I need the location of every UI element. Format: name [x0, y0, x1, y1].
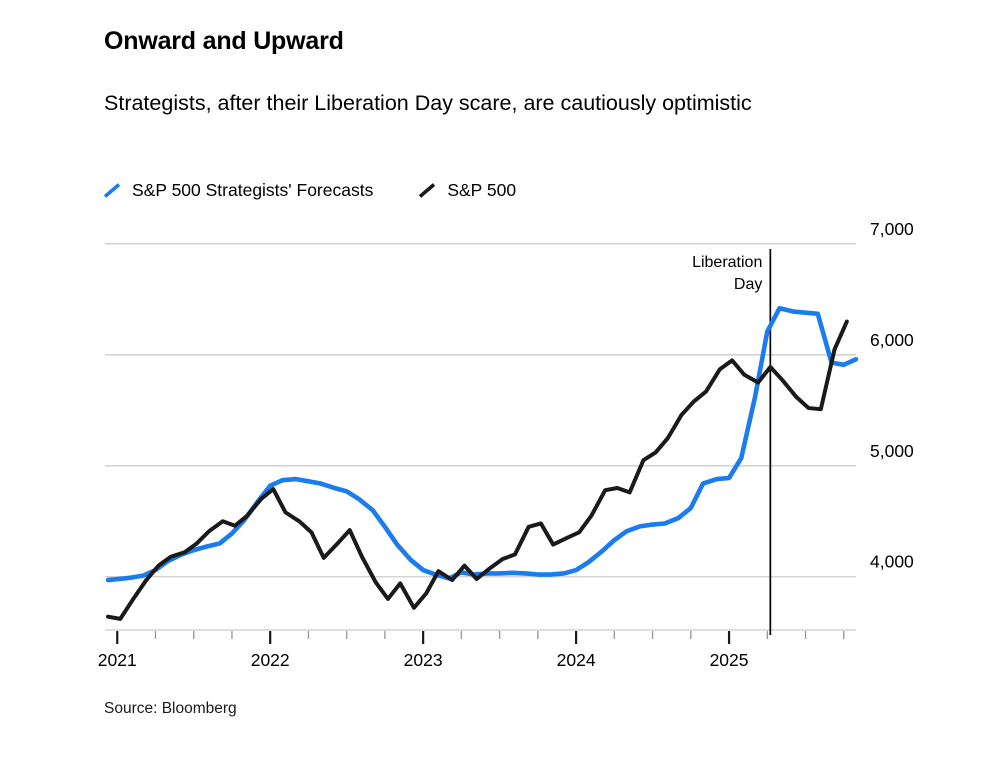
legend-item-index[interactable]: S&P 500: [417, 180, 516, 201]
annotation-label: Day: [734, 276, 762, 293]
slash-marker-icon: [417, 182, 438, 199]
series-line-forecast: [105, 305, 859, 583]
y-axis-tick-label: 4,000: [870, 552, 914, 572]
x-axis-tick-label: 2023: [404, 650, 443, 670]
x-axis-tick-label: 2024: [557, 650, 596, 670]
x-axis-labels-group: 2021 2022 2023 2024 2025: [98, 650, 749, 670]
chart-series-group: [105, 305, 859, 621]
legend-label-index: S&P 500: [447, 180, 517, 200]
x-axis-tick-label: 2021: [98, 650, 137, 670]
page-title: Onward and Upward: [104, 27, 344, 55]
y-axis-tick-label: 6,000: [870, 330, 914, 350]
annotation-label: Liberation: [692, 254, 762, 271]
x-axis-ticks-group: [116, 631, 845, 644]
y-axis-tick-label: 5,000: [870, 441, 914, 461]
liberation-day-annotation: Liberation Day: [692, 249, 772, 635]
chart-subtitle: Strategists, after their Liberation Day …: [104, 91, 752, 115]
chart-legend: S&P 500 Strategists' Forecasts S&P 500: [102, 180, 560, 201]
x-axis-tick-label: 2022: [251, 650, 290, 670]
chart-plot-area: 4,000 5,000 6,000 7,000 2021 2022 2023 2024 202…: [98, 219, 914, 670]
legend-label-forecast: S&P 500 Strategists' Forecasts: [132, 180, 374, 200]
x-axis-tick-label: 2025: [710, 650, 749, 670]
y-axis-labels-group: 4,000 5,000 6,000 7,000: [870, 219, 914, 572]
legend-item-forecast[interactable]: S&P 500 Strategists' Forecasts: [102, 180, 373, 201]
y-axis-tick-label: 7,000: [870, 219, 914, 239]
slash-marker-icon: [102, 182, 123, 199]
series-line-index: [106, 319, 849, 621]
source-caption: Source: Bloomberg: [104, 700, 237, 717]
